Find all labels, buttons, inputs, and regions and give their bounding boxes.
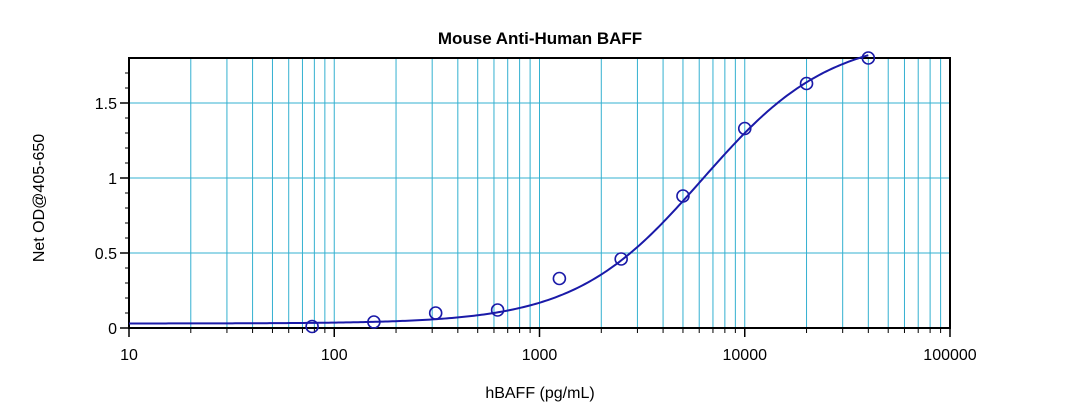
y-tick-label: 1.5 <box>95 96 117 113</box>
y-tick-label: 0 <box>108 321 117 338</box>
data-point <box>614 252 628 266</box>
x-axis-label: hBAFF (pg/mL) <box>485 385 594 402</box>
data-point <box>305 319 319 334</box>
data-point <box>737 121 752 136</box>
y-tick-label: 1 <box>108 171 117 188</box>
data-point <box>367 315 381 329</box>
data-point <box>552 271 567 286</box>
y-tick-label: 0.5 <box>95 246 117 263</box>
data-point <box>428 306 443 320</box>
x-tick-label: 10 <box>120 347 138 364</box>
y-axis-ticks: 0 0.5 1 1.5 <box>95 96 129 338</box>
chart-title: Mouse Anti-Human BAFF <box>438 29 642 48</box>
data-point <box>799 76 814 91</box>
minor-ticks <box>125 72 942 333</box>
x-tick-label: 100 <box>321 347 348 364</box>
grid <box>129 58 950 328</box>
fit-curve <box>129 54 869 325</box>
data-point <box>490 303 505 317</box>
y-axis-label: Net OD@405-650 <box>31 134 48 262</box>
data-points <box>305 51 876 334</box>
x-tick-label: 10000 <box>723 347 768 364</box>
x-axis-ticks: 10 100 1000 10000 100000 <box>120 328 977 364</box>
x-tick-label: 100000 <box>923 347 976 364</box>
x-tick-label: 1000 <box>522 347 558 364</box>
data-point <box>861 51 876 65</box>
data-point <box>676 189 690 203</box>
